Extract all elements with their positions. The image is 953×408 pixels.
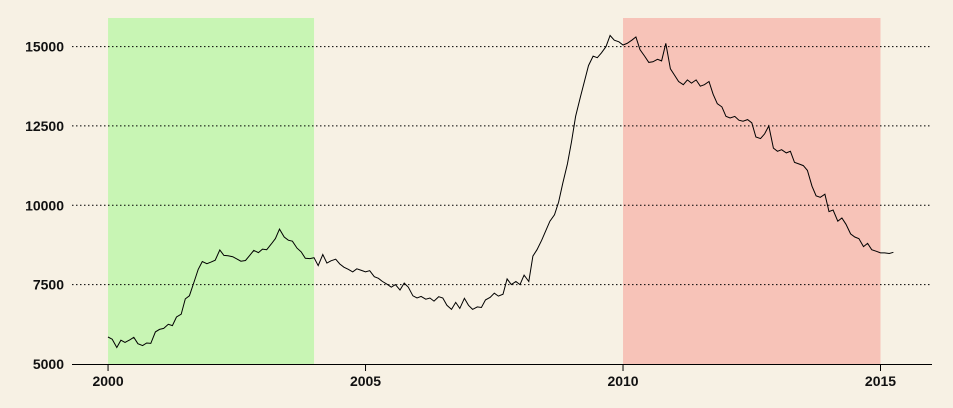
y-tick-label-7500: 7500 [33,277,64,293]
shaded-region-1 [108,18,315,364]
y-tick-label-12500: 12500 [25,118,64,134]
y-gridlines [72,46,932,286]
y-axis-tick-labels: 5000 7500 10000 12500 15000 [25,39,64,372]
x-tick-label-2005: 2005 [350,373,381,389]
x-tick-label-2015: 2015 [865,373,896,389]
y-tick-label-5000: 5000 [33,356,64,372]
x-tick-label-2010: 2010 [607,373,638,389]
y-tick-label-10000: 10000 [25,197,64,213]
series-lines [107,34,894,349]
x-tick-label-2000: 2000 [92,373,123,389]
x-axis: 2000 2005 2010 2015 [72,364,932,389]
shaded-regions [108,18,881,364]
series-line-1 [107,34,894,349]
y-tick-label-15000: 15000 [25,39,64,55]
shaded-region-2 [623,18,881,364]
